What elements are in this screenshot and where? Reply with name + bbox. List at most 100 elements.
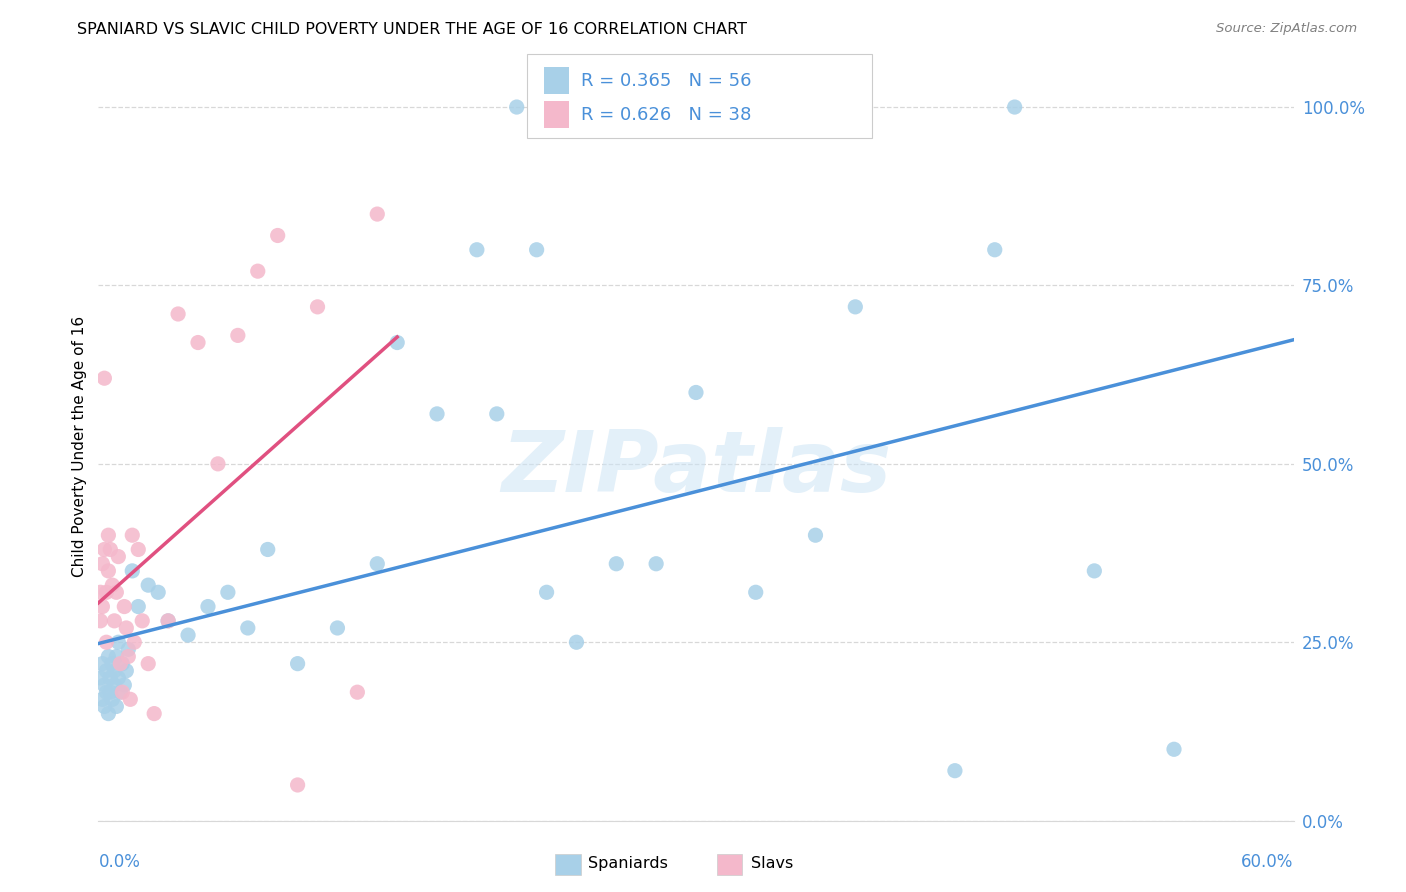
Point [226, 328, 249, 343]
Y-axis label: Child Poverty Under the Age of 16: Child Poverty Under the Age of 16 [72, 316, 87, 576]
Point [96, 585, 118, 599]
Point [485, 407, 508, 421]
Point [93, 542, 115, 557]
Point [97, 706, 120, 721]
Text: ZIPatlas: ZIPatlas [501, 427, 891, 510]
Point [121, 564, 143, 578]
Point [526, 243, 548, 257]
Text: SPANIARD VS SLAVIC CHILD POVERTY UNDER THE AGE OF 16 CORRELATION CHART: SPANIARD VS SLAVIC CHILD POVERTY UNDER T… [77, 22, 748, 37]
Point [426, 407, 449, 421]
Point [103, 678, 125, 692]
Point [110, 657, 132, 671]
Point [385, 335, 409, 350]
Point [107, 671, 129, 685]
Point [103, 664, 125, 678]
Point [120, 692, 142, 706]
Point [326, 621, 349, 635]
Point [121, 528, 143, 542]
Text: 60.0%: 60.0% [1241, 853, 1294, 871]
Point [307, 300, 329, 314]
Point [136, 657, 159, 671]
Point [197, 599, 219, 614]
Point [685, 385, 707, 400]
Point [101, 692, 124, 706]
Point [91, 692, 114, 706]
Point [93, 699, 115, 714]
Point [93, 371, 115, 385]
Point [465, 243, 488, 257]
Point [745, 585, 768, 599]
Point [111, 657, 134, 671]
Point [93, 678, 115, 692]
Point [246, 264, 269, 278]
Point [1004, 100, 1026, 114]
Point [124, 635, 146, 649]
Point [96, 664, 118, 678]
Point [1163, 742, 1185, 756]
Point [107, 635, 129, 649]
Point [97, 564, 120, 578]
Point [506, 100, 529, 114]
Point [804, 528, 827, 542]
Point [217, 585, 239, 599]
Text: Slavs: Slavs [751, 856, 793, 871]
Point [98, 542, 122, 557]
Point [131, 614, 153, 628]
Point [98, 671, 122, 685]
Point [101, 578, 124, 592]
Point [91, 557, 114, 571]
Point [127, 542, 149, 557]
Point [287, 657, 309, 671]
Point [97, 528, 120, 542]
Point [943, 764, 966, 778]
Point [110, 685, 132, 699]
Point [127, 599, 149, 614]
Point [136, 578, 159, 592]
Point [89, 614, 111, 628]
Text: Source: ZipAtlas.com: Source: ZipAtlas.com [1216, 22, 1357, 36]
Point [117, 642, 139, 657]
Point [187, 335, 209, 350]
Point [157, 614, 180, 628]
Point [96, 685, 118, 699]
Point [565, 635, 588, 649]
Point [98, 685, 122, 699]
Point [605, 557, 627, 571]
Point [267, 228, 290, 243]
Point [177, 628, 200, 642]
Text: R = 0.365   N = 56: R = 0.365 N = 56 [581, 71, 751, 89]
Point [287, 778, 309, 792]
Point [536, 585, 558, 599]
Point [97, 649, 120, 664]
Point [115, 664, 138, 678]
Point [112, 599, 135, 614]
Point [844, 300, 866, 314]
Point [207, 457, 229, 471]
Point [984, 243, 1007, 257]
Point [645, 557, 668, 571]
Point [366, 207, 388, 221]
Point [1083, 564, 1105, 578]
Point [157, 614, 180, 628]
Text: R = 0.626   N = 38: R = 0.626 N = 38 [581, 105, 751, 123]
Point [346, 685, 368, 699]
Point [105, 699, 128, 714]
Point [107, 549, 129, 564]
Point [91, 599, 114, 614]
Point [101, 657, 124, 671]
Point [89, 585, 111, 599]
Point [167, 307, 190, 321]
Point [117, 649, 139, 664]
Point [103, 614, 125, 628]
Point [112, 678, 135, 692]
Point [366, 557, 388, 571]
Point [236, 621, 259, 635]
Text: Spaniards: Spaniards [588, 856, 668, 871]
Point [148, 585, 170, 599]
Point [105, 585, 128, 599]
Point [91, 657, 114, 671]
Point [115, 621, 138, 635]
Point [256, 542, 278, 557]
Point [89, 671, 111, 685]
Point [111, 685, 134, 699]
